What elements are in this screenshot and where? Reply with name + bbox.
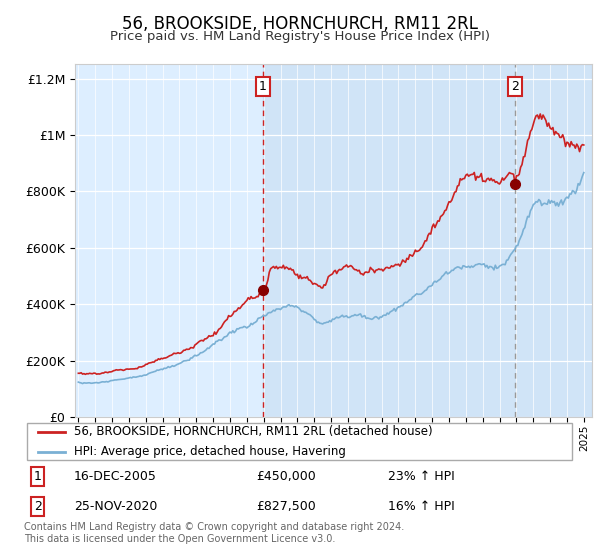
Text: 25-NOV-2020: 25-NOV-2020 bbox=[74, 500, 157, 513]
Text: £827,500: £827,500 bbox=[256, 500, 316, 513]
Text: Contains HM Land Registry data © Crown copyright and database right 2024.
This d: Contains HM Land Registry data © Crown c… bbox=[24, 522, 404, 544]
Bar bbox=[263, 64, 592, 417]
Text: 56, BROOKSIDE, HORNCHURCH, RM11 2RL: 56, BROOKSIDE, HORNCHURCH, RM11 2RL bbox=[122, 15, 478, 32]
Text: £450,000: £450,000 bbox=[256, 470, 316, 483]
Text: 16% ↑ HPI: 16% ↑ HPI bbox=[388, 500, 455, 513]
Text: 2: 2 bbox=[511, 80, 518, 94]
Text: 1: 1 bbox=[34, 470, 42, 483]
Text: Price paid vs. HM Land Registry's House Price Index (HPI): Price paid vs. HM Land Registry's House … bbox=[110, 30, 490, 43]
Text: 56, BROOKSIDE, HORNCHURCH, RM11 2RL (detached house): 56, BROOKSIDE, HORNCHURCH, RM11 2RL (det… bbox=[74, 425, 433, 438]
Text: 1: 1 bbox=[259, 80, 267, 94]
Text: 2: 2 bbox=[34, 500, 42, 513]
Text: HPI: Average price, detached house, Havering: HPI: Average price, detached house, Have… bbox=[74, 445, 346, 459]
FancyBboxPatch shape bbox=[27, 423, 572, 460]
Text: 23% ↑ HPI: 23% ↑ HPI bbox=[388, 470, 455, 483]
Text: 16-DEC-2005: 16-DEC-2005 bbox=[74, 470, 157, 483]
